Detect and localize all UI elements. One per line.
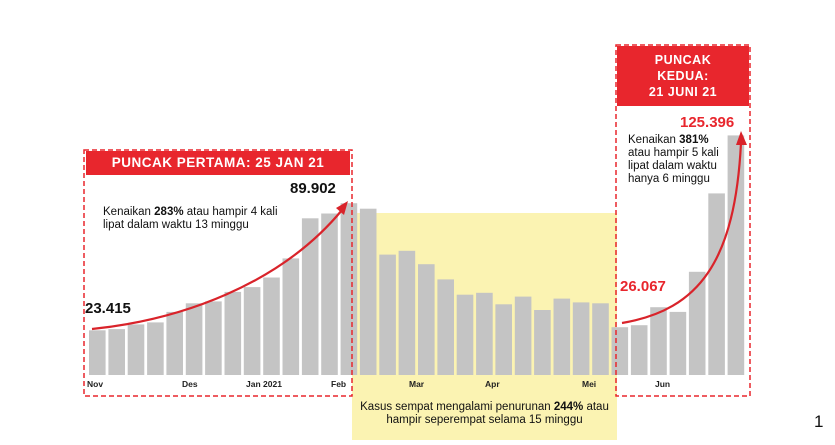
bar xyxy=(89,330,106,375)
bar xyxy=(301,218,319,375)
bar xyxy=(669,311,687,375)
first-start-value: 23.415 xyxy=(85,300,131,317)
bar xyxy=(630,325,648,375)
page-number: 1 xyxy=(814,412,824,431)
bar xyxy=(727,135,745,375)
bar xyxy=(243,287,261,375)
x-tick-label: Feb xyxy=(331,379,347,389)
note-text: atau hampir 5 kali lipat dalam waktu han… xyxy=(628,147,719,185)
bar xyxy=(166,311,183,375)
second-trend-arrowhead xyxy=(736,131,747,145)
second-peak-label: PUNCAK KEDUA: 21 JUNI 21 xyxy=(617,46,749,106)
bar xyxy=(379,254,396,375)
note-text: atau hampir seperempat selama 15 minggu xyxy=(386,401,609,426)
x-tick-label: Mar xyxy=(409,379,425,389)
bar xyxy=(185,303,203,375)
bar xyxy=(398,250,416,375)
second-start-value: 26.067 xyxy=(620,278,666,295)
note-percent: 244% xyxy=(553,401,584,413)
bar xyxy=(147,322,164,375)
bars-group xyxy=(89,135,745,375)
first-trend-arrowhead xyxy=(336,201,348,215)
note-percent: 283% xyxy=(154,206,184,218)
bar xyxy=(340,203,358,375)
second-peak-label-line: KEDUA: xyxy=(657,69,709,83)
note-text: Kenaikan xyxy=(628,134,680,146)
bar xyxy=(359,208,377,375)
note-text: atau hampir 4 kali lipat dalam waktu 13 … xyxy=(103,206,278,231)
second-peak-label-line: 21 JUNI 21 xyxy=(648,85,718,99)
decline-note: Kasus sempat mengalami penurunan 244% at… xyxy=(352,401,617,426)
bar xyxy=(553,298,571,375)
x-tick-label: Jun xyxy=(655,379,671,389)
bar xyxy=(127,324,145,375)
note-percent: 381% xyxy=(679,134,709,146)
bar xyxy=(224,291,242,375)
bar xyxy=(282,258,300,375)
bar xyxy=(650,307,667,375)
bar xyxy=(418,264,435,375)
bar xyxy=(611,327,629,375)
bar xyxy=(495,304,512,375)
second-peak-frame xyxy=(615,44,751,397)
x-tick-label: Jan 2021 xyxy=(246,379,282,389)
second-increase-note: Kenaikan 381% atau hampir 5 kali lipat d… xyxy=(628,134,728,186)
bar xyxy=(263,277,280,375)
x-tick-label: Apr xyxy=(485,379,500,389)
bar xyxy=(456,294,474,375)
bar xyxy=(592,303,609,375)
first-peak-frame xyxy=(83,149,353,397)
bar xyxy=(108,329,125,375)
bar xyxy=(572,302,590,375)
bar xyxy=(321,213,338,375)
bar xyxy=(476,292,493,375)
x-tick-label: Mei xyxy=(582,379,597,389)
first-increase-note: Kenaikan 283% atau hampir 4 kali lipat d… xyxy=(103,206,278,232)
bar xyxy=(708,193,725,375)
first-peak-label: PUNCAK PERTAMA: 25 JAN 21 xyxy=(86,151,350,175)
second-peak-label-line: PUNCAK xyxy=(654,53,712,67)
bar xyxy=(437,279,454,375)
second-trend-arrow xyxy=(621,142,743,325)
bar xyxy=(514,296,532,375)
first-trend-arrow xyxy=(91,209,343,331)
x-tick-label: Nov xyxy=(87,379,104,389)
note-text: Kenaikan xyxy=(103,206,155,218)
second-peak-value: 125.396 xyxy=(680,114,735,131)
first-peak-value: 89.902 xyxy=(290,180,336,197)
note-text: Kasus sempat mengalami penurunan xyxy=(360,401,554,413)
bar xyxy=(205,301,222,375)
x-tick-label: Des xyxy=(182,379,198,389)
bar xyxy=(534,310,551,375)
bar xyxy=(688,271,706,375)
